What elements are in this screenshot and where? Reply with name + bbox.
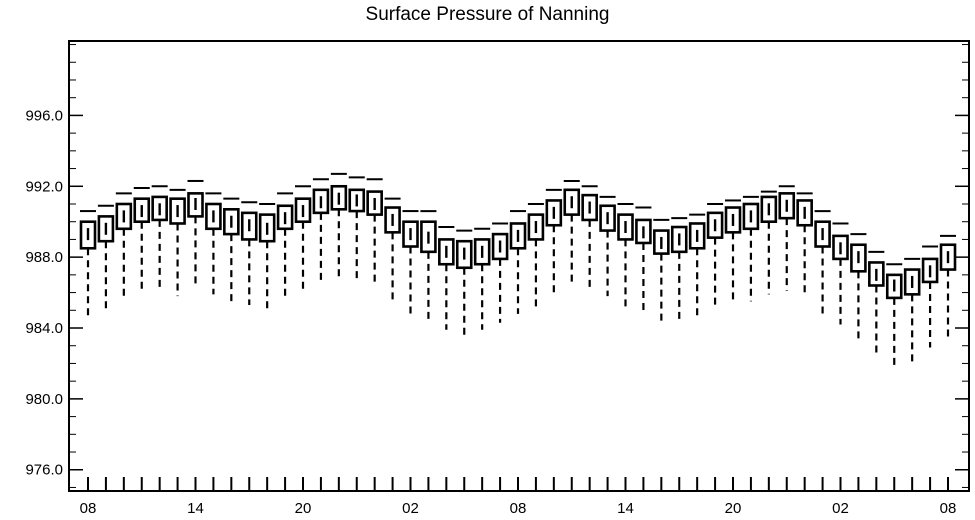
x-tick-label: 20: [725, 500, 742, 517]
plot-frame: [68, 40, 970, 492]
x-tick-label: 14: [187, 500, 204, 517]
y-tick-label: 980.0: [25, 391, 63, 408]
y-tick-label: 984.0: [25, 320, 63, 337]
x-tick-label: 02: [402, 500, 419, 517]
box-layer: [79, 172, 957, 366]
y-tick-label: 996.0: [25, 107, 63, 124]
x-tick-label: 14: [617, 500, 634, 517]
y-tick-label: 992.0: [25, 178, 63, 195]
axes-layer: 976.0 980.0 984.0 988.0 992.0 996.0 08 14 20 02 08…: [25, 44, 969, 517]
x-tick-label: 08: [80, 500, 97, 517]
x-tick-label: 08: [510, 500, 527, 517]
y-tick-label: 988.0: [25, 249, 63, 266]
x-tick-label: 20: [295, 500, 312, 517]
y-tick-label: 976.0: [25, 462, 63, 479]
x-tick-label: 02: [832, 500, 849, 517]
chart-title: Surface Pressure of Nanning: [365, 4, 610, 25]
x-tick-label: 08: [940, 500, 957, 517]
